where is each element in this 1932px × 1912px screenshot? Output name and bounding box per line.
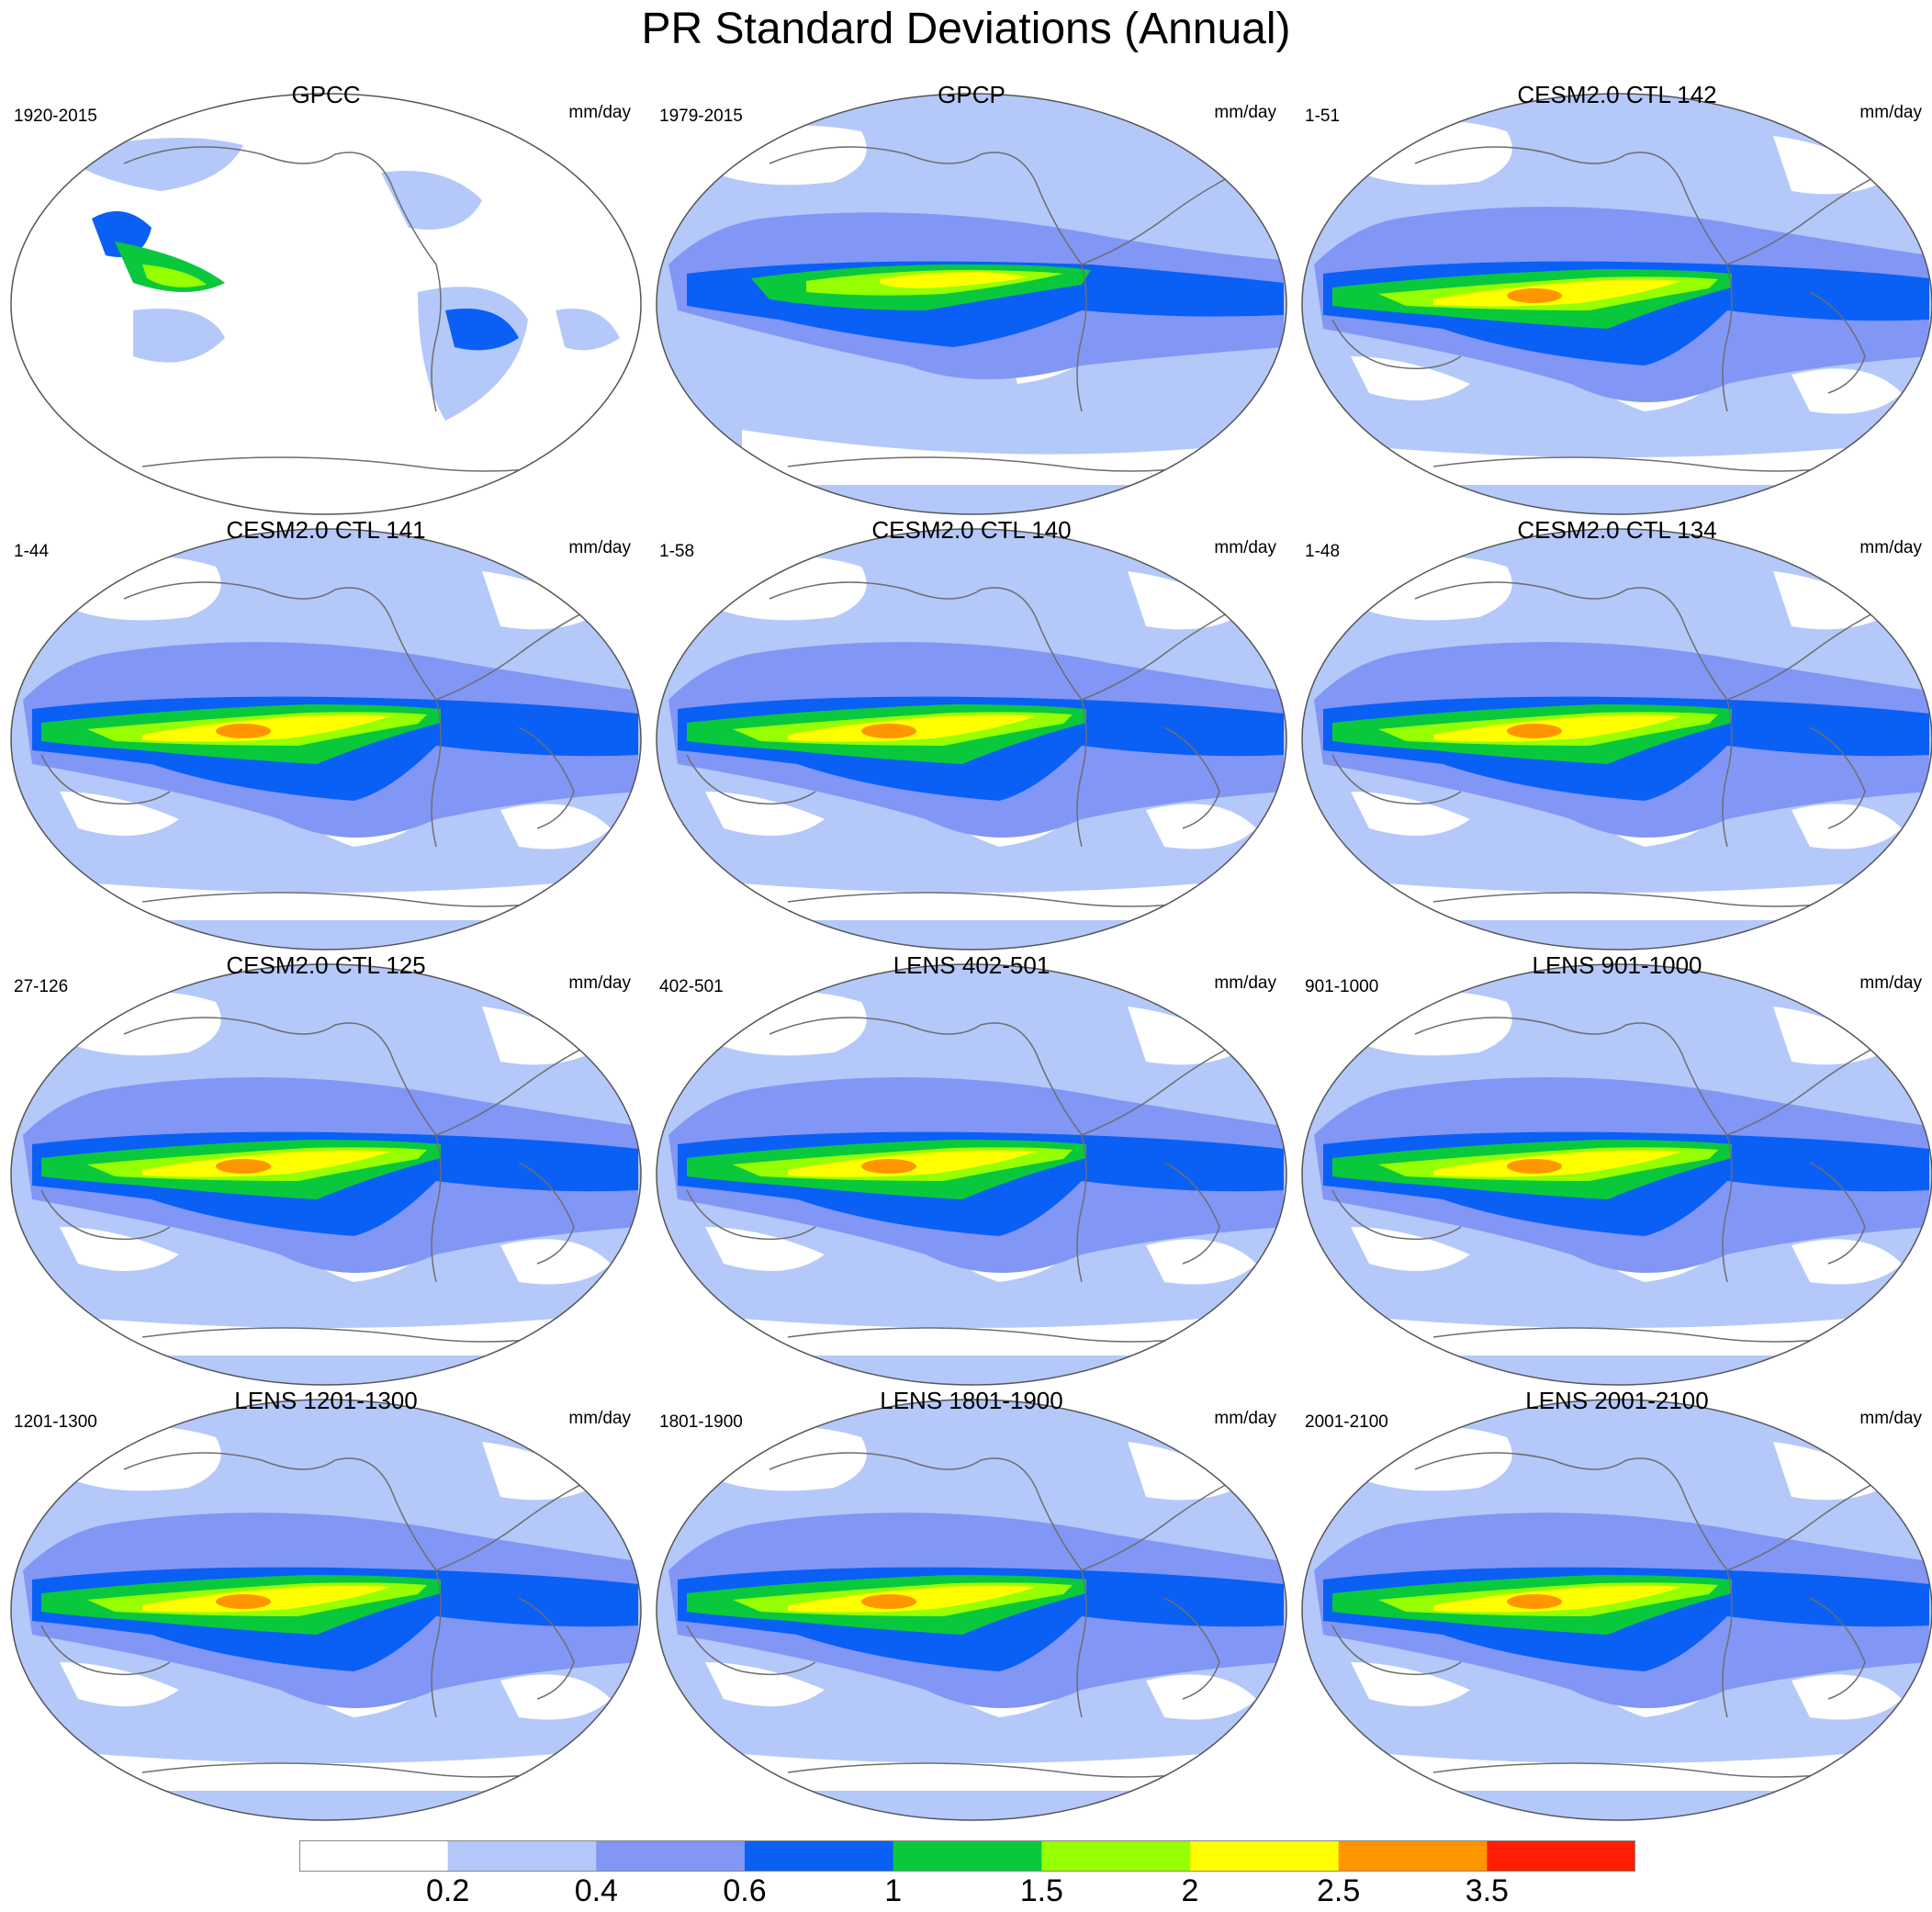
panel-title: CESM2.0 CTL 125 xyxy=(226,951,426,979)
panel-title: LENS 1201-1300 xyxy=(234,1387,418,1414)
colorbar-swatch xyxy=(1041,1840,1191,1872)
panel-title: LENS 901-1000 xyxy=(1532,951,1702,979)
panel-unit: mm/day xyxy=(1859,538,1922,557)
panel-title: CESM2.0 CTL 141 xyxy=(226,516,426,544)
map-projection xyxy=(656,93,1287,515)
map-panel: LENS 1201-1300 1201-1300 mm/day xyxy=(5,1387,647,1823)
panel-period: 1-48 xyxy=(1305,542,1341,561)
figure-title: PR Standard Deviations (Annual) xyxy=(641,5,1291,53)
colorbar-swatch xyxy=(893,1840,1042,1872)
panel-period: 1-58 xyxy=(659,542,695,561)
colorbar-tick-label: 1 xyxy=(884,1873,903,1908)
map-panel: LENS 901-1000 901-1000 mm/day xyxy=(1296,951,1932,1388)
colorbar-tick-label: 1.5 xyxy=(1019,1873,1063,1908)
colorbar-tick-label: 2.5 xyxy=(1317,1873,1361,1908)
map-projection xyxy=(1301,93,1932,515)
panel-period: 27-126 xyxy=(14,977,69,996)
panel-title: CESM2.0 CTL 134 xyxy=(1517,516,1717,544)
colorbar-swatch xyxy=(447,1840,597,1872)
panel-unit: mm/day xyxy=(1214,103,1276,122)
panel-unit: mm/day xyxy=(1214,538,1276,557)
panel-title: CESM2.0 CTL 142 xyxy=(1517,81,1717,108)
colorbar-swatch xyxy=(596,1840,746,1872)
panel-period: 1-44 xyxy=(14,542,50,561)
panel-unit: mm/day xyxy=(1214,973,1276,993)
map-projection xyxy=(10,93,642,515)
panel-title: LENS 1801-1900 xyxy=(880,1387,1063,1414)
map-panel: CESM2.0 CTL 141 1-44 mm/day xyxy=(5,516,647,952)
colorbar-swatch xyxy=(745,1840,894,1872)
map-projection xyxy=(656,963,1287,1386)
panel-unit: mm/day xyxy=(1214,1409,1276,1428)
map-projection xyxy=(10,963,642,1386)
panel-title: LENS 2001-2100 xyxy=(1525,1387,1709,1414)
colorbar-swatch xyxy=(1190,1840,1340,1872)
colorbar-swatch xyxy=(1338,1840,1488,1872)
map-projection xyxy=(1301,528,1932,950)
map-panel: GPCP 1979-2015 mm/day xyxy=(650,81,1293,517)
map-panel: LENS 402-501 402-501 mm/day xyxy=(650,951,1293,1388)
map-panel: CESM2.0 CTL 140 1-58 mm/day xyxy=(650,516,1293,952)
panel-unit: mm/day xyxy=(568,1409,631,1428)
map-projection xyxy=(10,1399,642,1821)
colorbar xyxy=(299,1840,1635,1872)
panel-unit: mm/day xyxy=(568,538,631,557)
panel-title: CESM2.0 CTL 140 xyxy=(871,516,1072,544)
colorbar-tick-label: 0.4 xyxy=(574,1873,618,1908)
panel-period: 1920-2015 xyxy=(14,107,97,126)
map-projection xyxy=(656,1399,1287,1821)
colorbar-tick-label: 2 xyxy=(1181,1873,1199,1908)
map-projection xyxy=(1301,963,1932,1386)
map-projection xyxy=(10,528,642,950)
colorbar-tick-label: 3.5 xyxy=(1465,1873,1509,1908)
map-projection xyxy=(1301,1399,1932,1821)
panel-unit: mm/day xyxy=(568,103,631,122)
map-panel: CESM2.0 CTL 142 1-51 mm/day xyxy=(1296,81,1932,517)
colorbar-tick-label: 0.6 xyxy=(723,1873,767,1908)
map-panel: LENS 2001-2100 2001-2100 mm/day xyxy=(1296,1387,1932,1823)
panel-title: GPCC xyxy=(291,81,361,108)
colorbar-outline xyxy=(299,1840,1635,1872)
colorbar-swatch xyxy=(1487,1840,1635,1872)
panel-unit: mm/day xyxy=(1859,103,1922,122)
colorbar-labels: 0.2 0.4 0.6 1 1.5 2 2.5 3.5 xyxy=(0,1873,1932,1910)
panel-title: LENS 402-501 xyxy=(893,951,1050,979)
panel-period: 901-1000 xyxy=(1305,977,1379,996)
map-panel: CESM2.0 CTL 134 1-48 mm/day xyxy=(1296,516,1932,952)
panel-unit: mm/day xyxy=(1859,1409,1922,1428)
panel-title: GPCP xyxy=(938,81,1005,108)
panel-period: 2001-2100 xyxy=(1305,1412,1388,1432)
panel-period: 1201-1300 xyxy=(14,1412,97,1432)
panel-period: 1801-1900 xyxy=(659,1412,743,1432)
map-panel: LENS 1801-1900 1801-1900 mm/day xyxy=(650,1387,1293,1823)
colorbar-tick-label: 0.2 xyxy=(426,1873,470,1908)
panel-unit: mm/day xyxy=(568,973,631,993)
map-panel: CESM2.0 CTL 125 27-126 mm/day xyxy=(5,951,647,1388)
map-projection xyxy=(656,528,1287,950)
map-panel: GPCC 1920-2015 mm/day xyxy=(5,81,647,517)
panel-period: 1979-2015 xyxy=(659,107,743,126)
panel-period: 402-501 xyxy=(659,977,724,996)
colorbar-swatch xyxy=(299,1840,449,1872)
panel-unit: mm/day xyxy=(1859,973,1922,993)
panel-period: 1-51 xyxy=(1305,107,1341,126)
